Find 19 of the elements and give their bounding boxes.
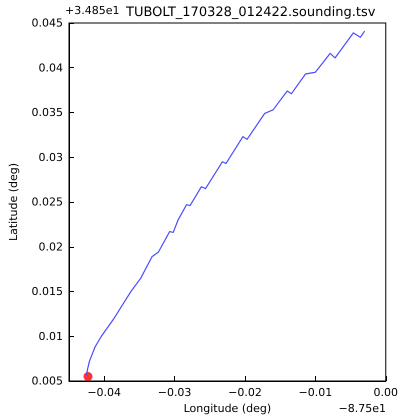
- y-axis-title: Latitude (deg): [7, 162, 20, 242]
- y-tick-label: 0.02: [38, 240, 63, 254]
- x-tick-label: −0.04: [87, 386, 122, 399]
- y-tick-label: 0.045: [32, 16, 63, 30]
- x-axis-title: Longitude (deg): [184, 402, 272, 415]
- y-tick-label: 0.025: [32, 196, 63, 208]
- chart-title: TUBOLT_170328_012422.sounding.tsv: [125, 5, 376, 20]
- y-tick-label: 0.035: [32, 106, 63, 119]
- y-tick-label: 0.015: [32, 285, 63, 298]
- x-tick-label: −0.01: [298, 386, 332, 399]
- x-tick-label: 0.00: [374, 386, 398, 399]
- y-tick-label: 0.01: [38, 330, 63, 343]
- x-tick-label: −0.03: [158, 386, 192, 399]
- text: −8.75e1: [338, 402, 386, 415]
- y-tick-label: 0.005: [32, 374, 63, 388]
- text: +3.485e1: [65, 4, 120, 17]
- x-tick-label: −0.02: [228, 386, 262, 399]
- y-tick-label: 0.04: [38, 61, 63, 74]
- y-tick-label: 0.03: [38, 150, 63, 164]
